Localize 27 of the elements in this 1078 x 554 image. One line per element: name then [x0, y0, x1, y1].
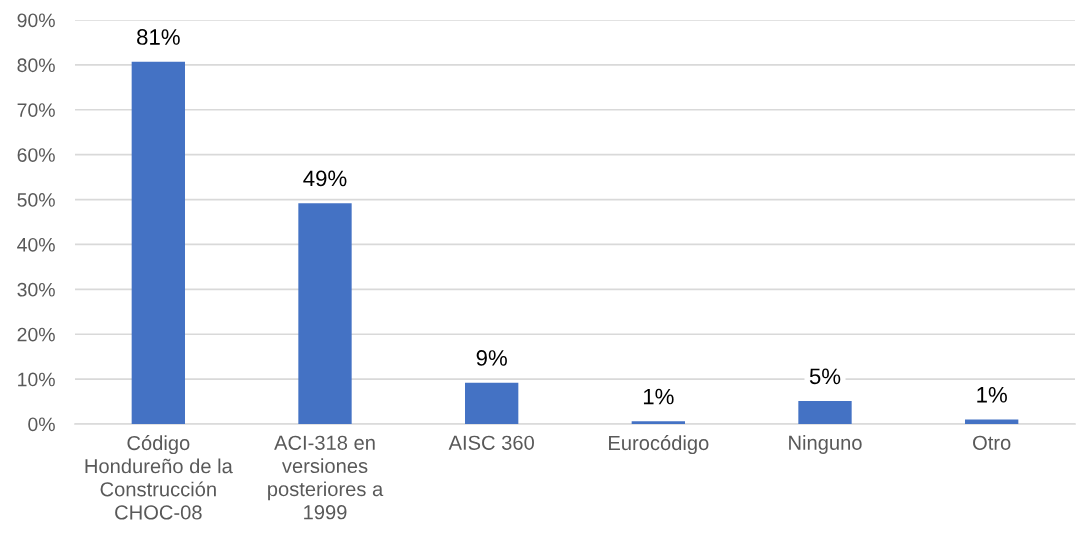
y-tick-label: 70%: [17, 103, 55, 118]
y-tick-label: 90%: [17, 13, 55, 28]
bar: [131, 61, 185, 424]
x-tick-label: Eurocódigo: [609, 435, 709, 455]
x-tick-label: Ninguno: [789, 435, 862, 454]
data-label: 49%: [303, 170, 347, 187]
bar: [631, 421, 685, 424]
bar: [298, 203, 352, 424]
bar: [465, 382, 519, 424]
x-tick-label: Código Hondureño de la Construcción CHOC-08: [85, 435, 233, 520]
x-tick-label: ACI-318 en versiones posteriores a 1999: [268, 435, 384, 520]
y-tick-label: 50%: [17, 193, 55, 207]
y-tick-label: 20%: [17, 327, 55, 342]
x-tick-label: AISC 360: [448, 435, 534, 450]
x-tick-label: Otro: [973, 435, 1011, 450]
data-label: 81%: [137, 29, 180, 45]
y-tick-label: 60%: [17, 148, 55, 162]
bar: [798, 401, 852, 424]
data-label: 9%: [476, 350, 507, 366]
data-label: 5%: [809, 368, 841, 385]
y-tick-label: 0%: [28, 417, 55, 432]
y-tick-label: 30%: [17, 282, 55, 297]
y-tick-label: 10%: [18, 372, 55, 387]
data-label: 1%: [977, 386, 1007, 403]
y-tick-label: 80%: [17, 58, 55, 73]
data-label: 1%: [643, 388, 674, 405]
y-tick-label: 40%: [17, 237, 55, 252]
